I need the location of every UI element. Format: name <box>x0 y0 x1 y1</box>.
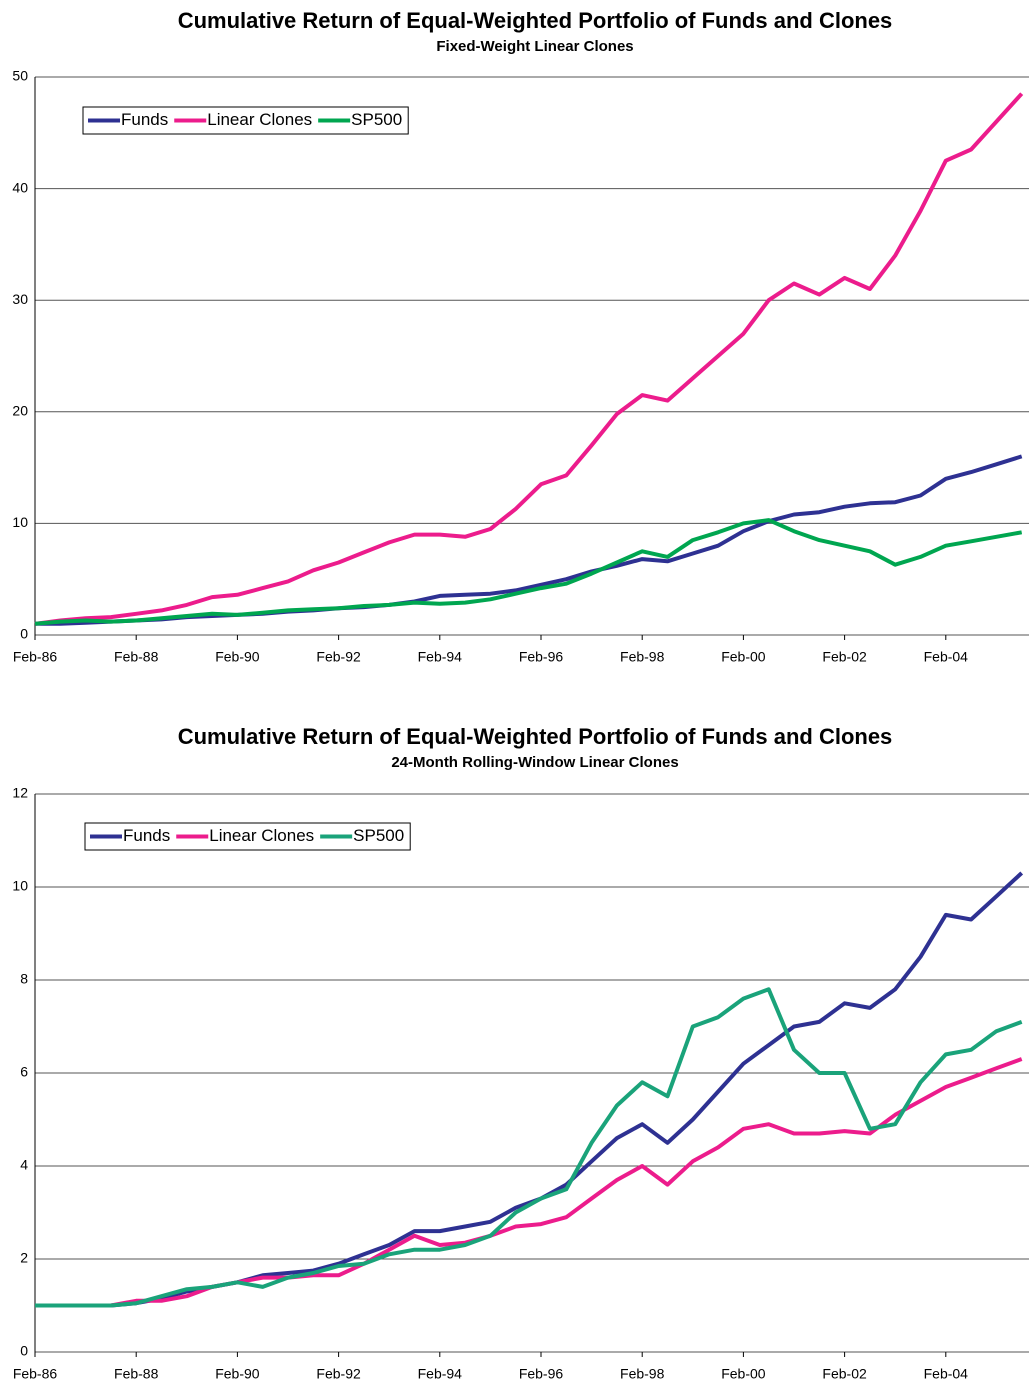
series-line <box>34 92 1024 626</box>
x-tick-label: Feb-90 <box>215 649 260 665</box>
x-tick-label: Feb-04 <box>924 649 969 665</box>
y-tick-label: 4 <box>20 1157 28 1173</box>
legend-label: Linear Clones <box>209 826 314 845</box>
x-tick-label: Feb-96 <box>519 649 564 665</box>
y-tick-label: 10 <box>12 878 28 894</box>
y-tick-label: 6 <box>20 1064 28 1080</box>
y-tick-label: 0 <box>20 626 28 642</box>
legend-label: Funds <box>123 826 170 845</box>
x-tick-label: Feb-86 <box>13 1366 58 1382</box>
y-tick-label: 40 <box>12 179 28 195</box>
legend-box <box>84 822 411 851</box>
x-tick-label: Feb-88 <box>114 1366 159 1382</box>
x-tick-label: Feb-04 <box>924 1366 969 1382</box>
chart-subtitle: Fixed-Weight Linear Clones <box>436 38 633 55</box>
x-tick-label: Feb-02 <box>822 649 867 665</box>
series-line <box>34 518 1023 626</box>
legend-label: SP500 <box>353 826 404 845</box>
series-line <box>35 987 1023 1308</box>
y-tick-label: 0 <box>20 1343 28 1359</box>
x-tick-label: Feb-94 <box>418 1366 463 1382</box>
series-line <box>35 871 1024 1308</box>
x-tick-label: Feb-92 <box>316 649 361 665</box>
x-tick-label: Feb-90 <box>215 1366 260 1382</box>
y-tick-label: 10 <box>12 514 28 530</box>
y-tick-label: 2 <box>20 1250 28 1266</box>
y-tick-label: 30 <box>12 291 28 307</box>
x-tick-label: Feb-98 <box>620 649 665 665</box>
x-tick-label: Feb-96 <box>519 1366 564 1382</box>
x-tick-label: Feb-02 <box>822 1366 867 1382</box>
series-line <box>35 454 1023 626</box>
y-tick-label: 50 <box>12 68 28 84</box>
legend-box <box>82 106 409 135</box>
legend-label: SP500 <box>351 110 402 129</box>
x-tick-label: Feb-00 <box>721 649 766 665</box>
y-tick-label: 12 <box>12 785 28 801</box>
x-tick-label: Feb-88 <box>114 649 159 665</box>
series-line <box>35 1057 1023 1308</box>
x-tick-label: Feb-00 <box>721 1366 766 1382</box>
chart-title: Cumulative Return of Equal-Weighted Port… <box>178 8 893 33</box>
x-tick-label: Feb-92 <box>316 1366 361 1382</box>
x-tick-label: Feb-98 <box>620 1366 665 1382</box>
y-tick-label: 8 <box>20 971 28 987</box>
y-tick-label: 20 <box>12 403 28 419</box>
x-tick-label: Feb-94 <box>418 649 463 665</box>
legend: Funds Linear Clones SP500 <box>82 106 409 135</box>
x-tick-label: Feb-86 <box>13 649 58 665</box>
legend: Funds Linear Clones SP500 <box>84 822 411 851</box>
chart-title: Cumulative Return of Equal-Weighted Port… <box>178 724 893 749</box>
chart-subtitle: 24-Month Rolling-Window Linear Clones <box>391 754 678 771</box>
legend-label: Funds <box>121 110 168 129</box>
legend-label: Linear Clones <box>207 110 312 129</box>
